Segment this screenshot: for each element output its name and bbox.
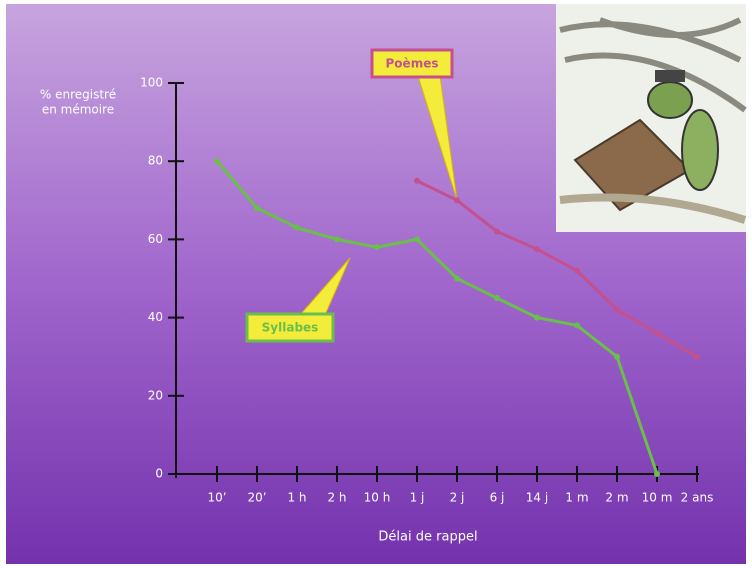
y-axis-label: en mémoire: [42, 103, 114, 117]
illustration: [556, 4, 747, 232]
point: [534, 314, 540, 321]
point: [494, 228, 500, 235]
x-tick-label: 20’: [247, 491, 266, 505]
point: [414, 177, 420, 184]
y-tick-label: 40: [148, 310, 163, 324]
point: [534, 246, 540, 253]
x-tick-label: 1 h: [287, 491, 306, 505]
x-tick-label: 14 j: [526, 491, 548, 505]
legend-label: Poèmes: [386, 57, 439, 71]
point: [614, 306, 620, 313]
point: [374, 244, 380, 251]
point: [494, 295, 500, 302]
point: [294, 224, 300, 231]
x-tick-label: 2 ans: [681, 491, 714, 505]
x-tick-label: 6 j: [490, 491, 505, 505]
y-tick-label: 20: [148, 388, 163, 402]
callout-box: [245, 312, 335, 343]
x-tick-label: 10 m: [642, 491, 673, 505]
series-line: [215, 160, 659, 475]
x-tick-label: 10 h: [364, 491, 391, 505]
x-tick-label: 10’: [207, 491, 226, 505]
point: [614, 353, 620, 360]
y-tick-label: 60: [148, 232, 163, 246]
x-tick-label: 1 j: [410, 491, 425, 505]
x-tick-label: 1 m: [565, 491, 588, 505]
series-line: [416, 179, 698, 358]
point: [454, 197, 460, 204]
x-tick-label: 2 j: [450, 491, 465, 505]
x-axis-label: Délai de rappel: [378, 530, 477, 545]
point: [654, 471, 660, 477]
y-tick-label: 0: [155, 467, 163, 481]
point: [574, 322, 580, 329]
y-tick-label: 80: [148, 154, 163, 168]
point: [414, 236, 420, 243]
point: [454, 275, 460, 282]
point: [214, 158, 220, 165]
point: [694, 353, 700, 360]
legend-label: Syllabes: [262, 321, 319, 335]
point: [254, 205, 260, 212]
x-tick-label: 2 h: [327, 491, 346, 505]
x-tick-label: 2 m: [605, 491, 628, 505]
point: [574, 267, 580, 274]
y-axis-label: % enregistré: [40, 88, 116, 102]
y-tick-label: 100: [140, 76, 163, 90]
point: [334, 236, 340, 243]
point: [654, 330, 660, 337]
callout-box: [370, 48, 454, 79]
